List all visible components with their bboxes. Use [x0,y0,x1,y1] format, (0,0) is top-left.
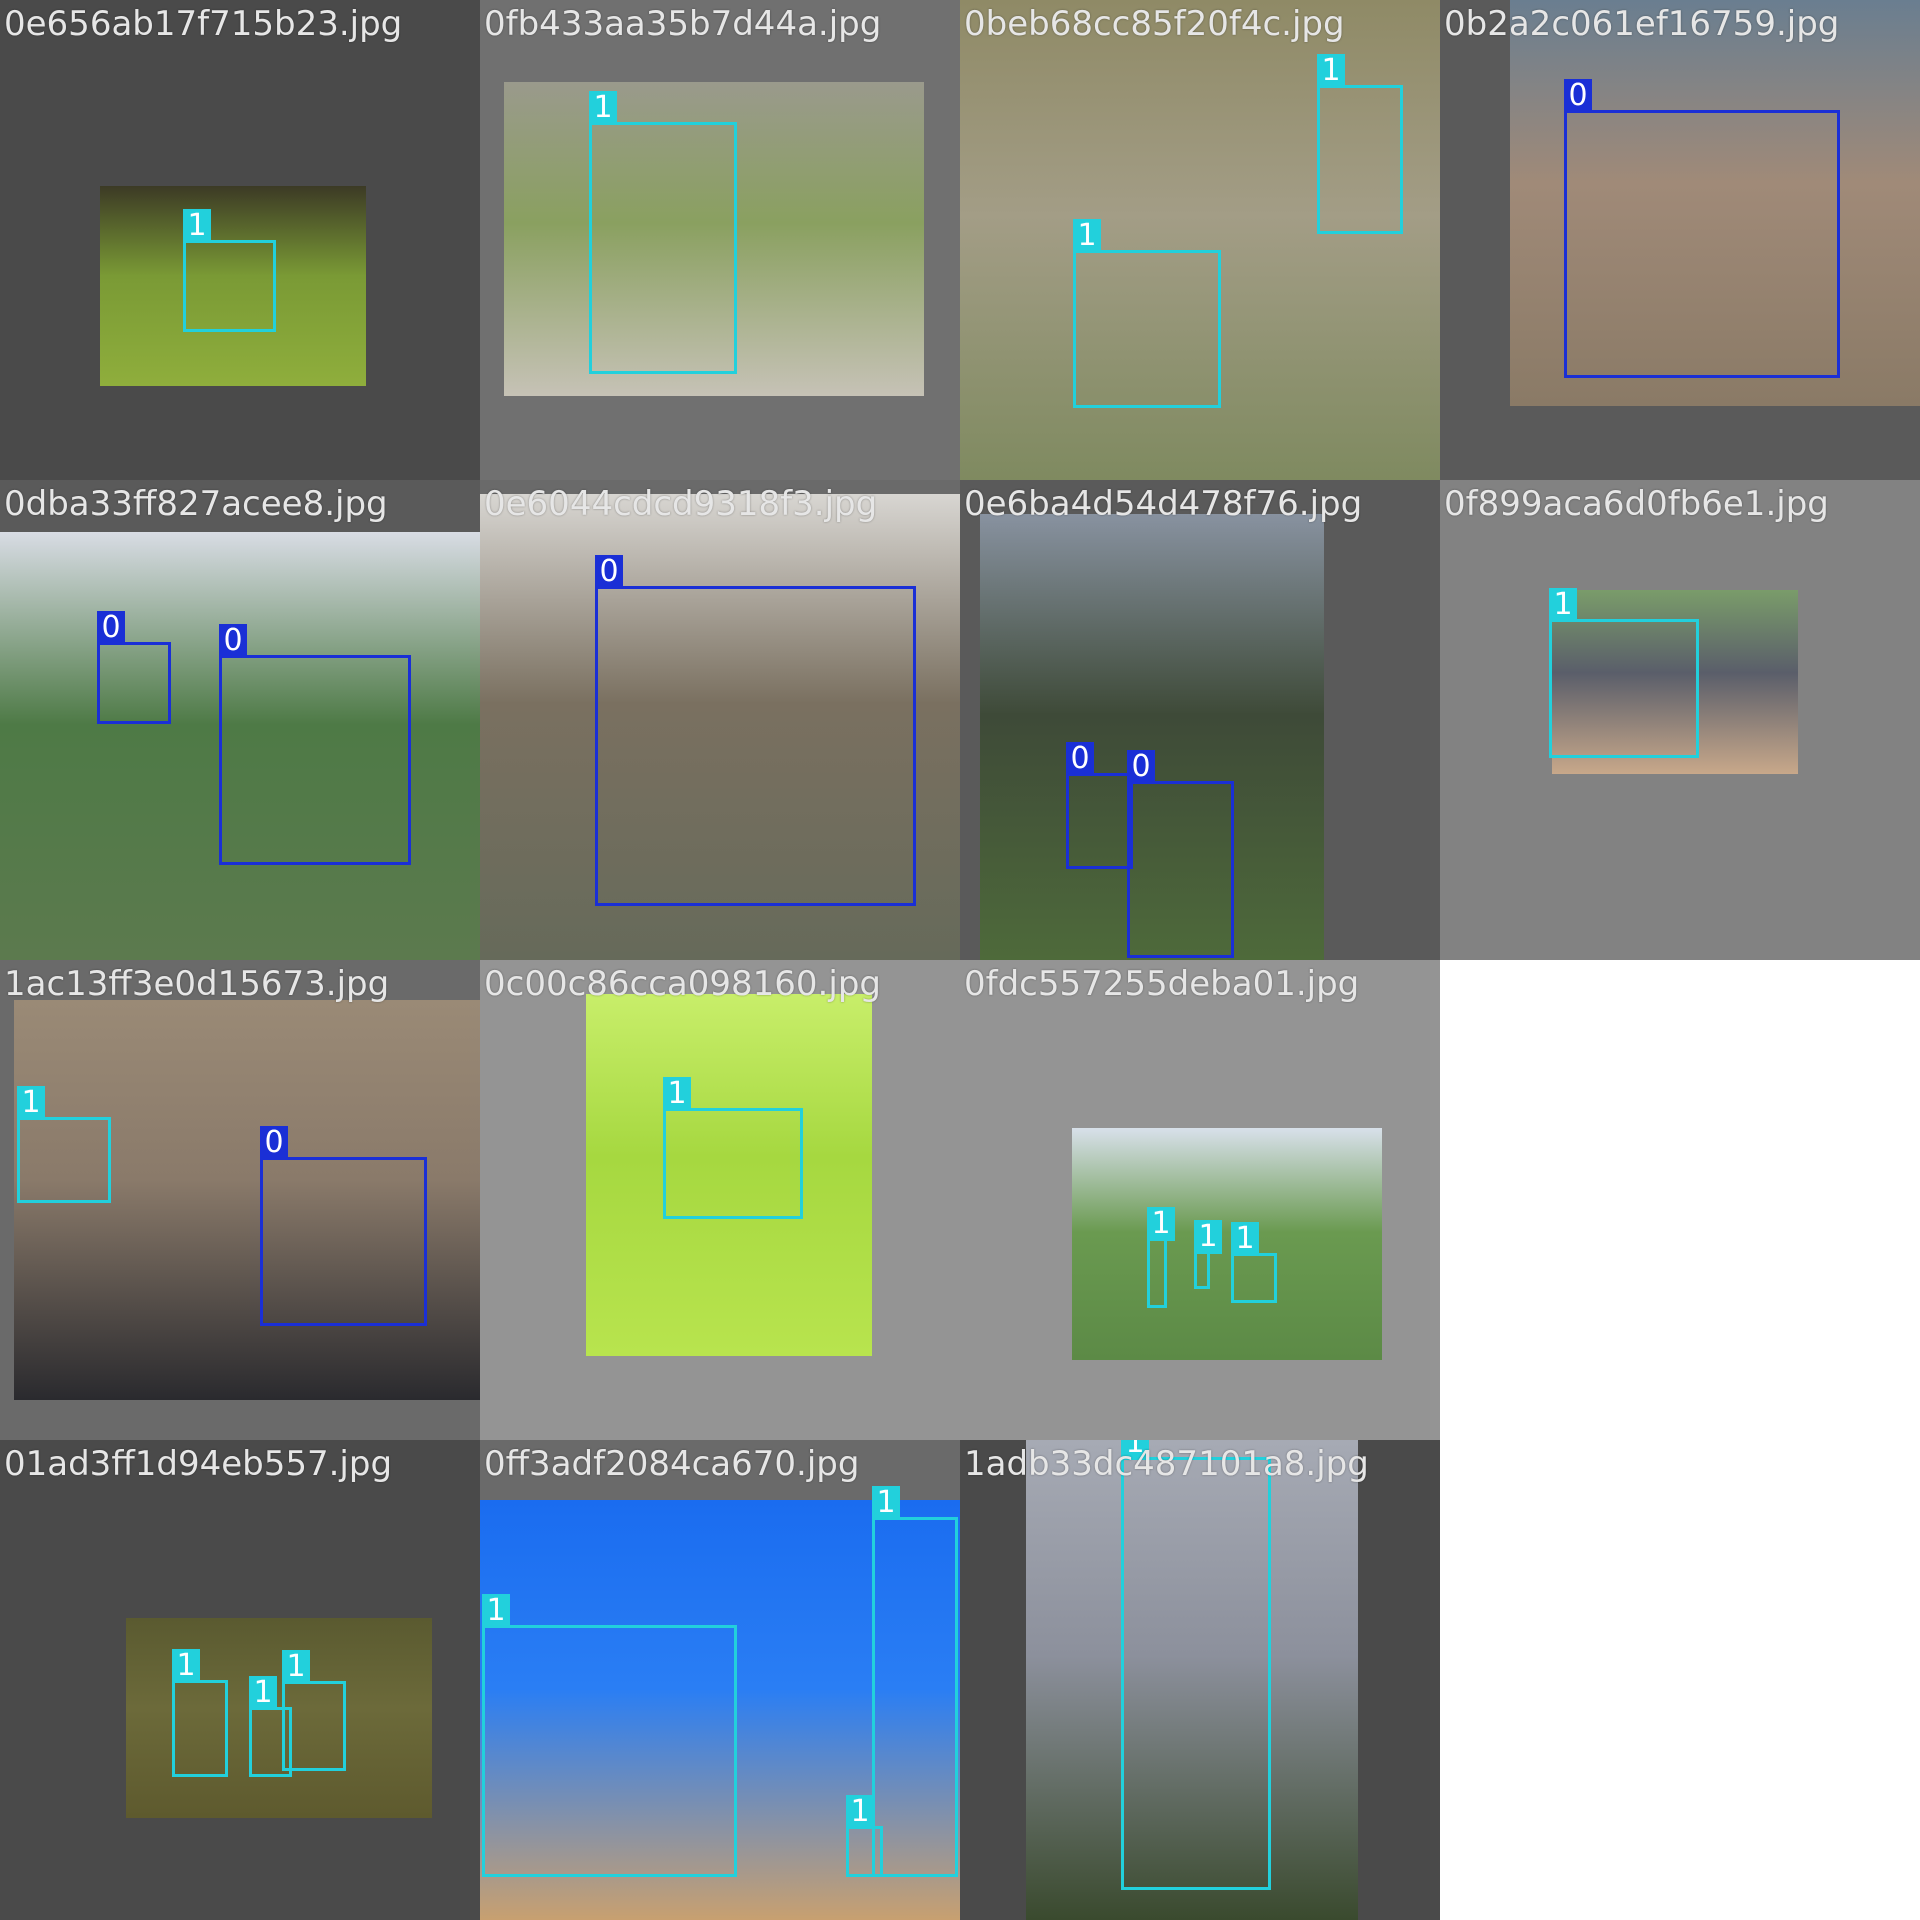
class-label: 0 [97,611,125,645]
mosaic-tile: 0e6044cdcd9318f3.jpg 0 [480,480,960,960]
class-label: 1 [872,1486,900,1520]
mosaic-tile: 1ac13ff3e0d15673.jpg 1 0 [0,960,480,1440]
class-label: 1 [249,1676,277,1710]
detection-box: 1 [1231,1222,1277,1303]
tile-filename: 0e6044cdcd9318f3.jpg [484,484,878,524]
class-label: 0 [219,624,247,658]
detection-box: 1 [1147,1207,1175,1308]
class-label: 1 [1231,1222,1259,1256]
class-label: 1 [1147,1207,1175,1241]
detection-box: 0 [97,611,171,724]
mosaic-tile: 0f899aca6d0fb6e1.jpg 1 [1440,480,1920,960]
tile-photo [1072,1128,1382,1360]
class-label: 1 [589,91,617,125]
class-label: 1 [1121,1440,1149,1460]
tile-filename: 0dba33ff827acee8.jpg [4,484,388,524]
detection-box: 0 [1564,79,1840,378]
class-label: 0 [1066,742,1094,776]
class-label: 1 [1194,1220,1222,1254]
detection-box: 1 [172,1649,228,1777]
tile-filename: 0beb68cc85f20f4c.jpg [964,4,1345,44]
tile-filename: 1adb33dc487101a8.jpg [964,1444,1369,1484]
class-label: 0 [1564,79,1592,113]
tile-filename: 0e6ba4d54d478f76.jpg [964,484,1363,524]
tile-photo [100,186,366,386]
tile-photo [980,514,1324,960]
tile-photo [480,494,960,960]
mosaic-tile: 0e656ab17f715b23.jpg 1 [0,0,480,480]
mosaic-tile: 0beb68cc85f20f4c.jpg 1 1 [960,0,1440,480]
class-label: 1 [282,1650,310,1684]
detection-box: 1 [17,1086,111,1203]
tile-filename: 1ac13ff3e0d15673.jpg [4,964,390,1004]
detection-box: 0 [219,624,411,865]
tile-photo [960,0,1440,480]
mosaic-tile: 0fb433aa35b7d44a.jpg 1 [480,0,960,480]
tile-photo [1510,0,1920,406]
detection-box: 1 [1317,54,1403,234]
class-label: 1 [482,1594,510,1628]
detection-box: 1 [589,91,737,374]
detection-box: 0 [1127,750,1234,958]
tile-filename: 0e656ab17f715b23.jpg [4,4,403,44]
tile-photo [504,82,924,396]
detection-box: 1 [1549,588,1699,758]
detection-box: 1 [482,1594,737,1877]
tile-filename: 0b2a2c061ef16759.jpg [1444,4,1840,44]
detection-box: 0 [595,555,916,906]
tile-photo [0,532,480,960]
class-label: 1 [846,1795,874,1829]
mosaic-tile: 0fdc557255deba01.jpg 1 1 1 [960,960,1440,1440]
tile-photo [1026,1440,1358,1920]
detection-box: 1 [1121,1440,1271,1890]
mosaic-tile: 01ad3ff1d94eb557.jpg 1 1 1 [0,1440,480,1920]
detection-box: 1 [1073,219,1221,408]
mosaic-tile: 0c00c86cca098160.jpg 1 [480,960,960,1440]
tile-filename: 0c00c86cca098160.jpg [484,964,881,1004]
class-label: 1 [663,1077,691,1111]
tile-filename: 0ff3adf2084ca670.jpg [484,1444,860,1484]
detection-box: 1 [249,1676,292,1777]
class-label: 0 [260,1126,288,1160]
detection-box: 1 [846,1795,883,1877]
class-label: 1 [1549,588,1577,622]
detection-box: 1 [183,209,276,332]
detection-box: 1 [1194,1220,1222,1289]
class-label: 1 [1317,54,1345,88]
detection-box: 1 [663,1077,803,1219]
class-label: 1 [172,1649,200,1683]
tile-filename: 0fb433aa35b7d44a.jpg [484,4,882,44]
class-label: 1 [1073,219,1101,253]
detection-box: 0 [1066,742,1133,869]
class-label: 1 [183,209,211,243]
tile-filename: 0fdc557255deba01.jpg [964,964,1360,1004]
mosaic-tile: 0b2a2c061ef16759.jpg 0 [1440,0,1920,480]
detection-box: 1 [872,1486,958,1877]
tile-filename: 01ad3ff1d94eb557.jpg [4,1444,393,1484]
detection-box: 1 [282,1650,346,1771]
tile-photo [586,994,872,1356]
class-label: 1 [17,1086,45,1120]
class-label: 0 [595,555,623,589]
mosaic-tile: 0e6ba4d54d478f76.jpg 0 0 [960,480,1440,960]
class-label: 0 [1127,750,1155,784]
tile-filename: 0f899aca6d0fb6e1.jpg [1444,484,1829,524]
detection-box: 0 [260,1126,427,1326]
mosaic-tile: 0ff3adf2084ca670.jpg 1 1 1 [480,1440,960,1920]
mosaic-tile: 0dba33ff827acee8.jpg 0 0 [0,480,480,960]
mosaic-tile: 1adb33dc487101a8.jpg 1 [960,1440,1440,1920]
